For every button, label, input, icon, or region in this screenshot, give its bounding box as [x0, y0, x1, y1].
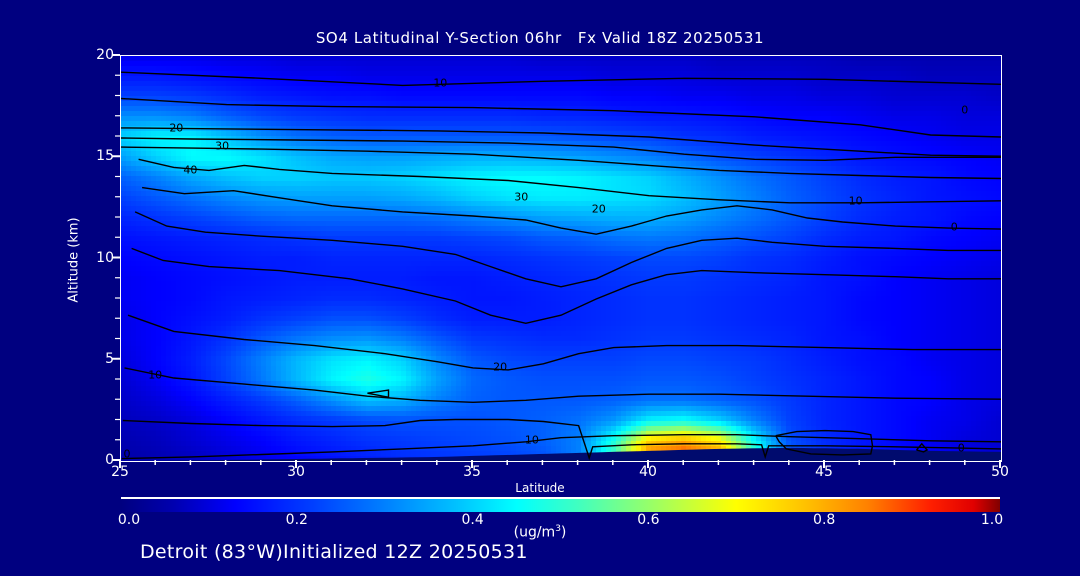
x-tick-label: 45 [815, 464, 833, 480]
colorbar-gradient [121, 499, 1000, 512]
colorbar-units: (ug/m3) [513, 524, 567, 541]
plot-frame [120, 55, 1002, 462]
y-tick-label: 20 [96, 47, 114, 63]
y-tick-label: 15 [96, 148, 114, 165]
contour-overlay [121, 71, 1001, 461]
x-axis-title: Latitude [515, 481, 565, 495]
colorbar-tick-label: 1.0 [980, 512, 1004, 528]
x-tick-label: 50 [991, 464, 1009, 480]
colorbar-tick-label: 0.8 [813, 512, 836, 528]
chart-title: SO4 Latitudinal Y-Section 06hr Fx Valid … [315, 29, 765, 47]
y-tick-label: 5 [105, 350, 114, 367]
plot-area [121, 56, 1001, 461]
colorbar-tick-label: 0.6 [637, 512, 660, 528]
x-tick-label: 30 [287, 464, 305, 480]
x-tick-label: 25 [111, 464, 129, 480]
colorbar-tick-label: 0.2 [285, 512, 308, 528]
y-tick-label: 10 [96, 249, 114, 266]
colorbar [121, 497, 1000, 512]
x-tick-label: 40 [639, 464, 657, 480]
figure-caption: Detroit (83°W)Initialized 12Z 20250531 [140, 541, 528, 563]
colorbar-tick-label: 0.4 [461, 512, 484, 528]
x-tick-label: 35 [463, 464, 481, 480]
colorbar-tick-label: 0.0 [117, 512, 141, 528]
y-tick-label: 0 [105, 452, 114, 468]
